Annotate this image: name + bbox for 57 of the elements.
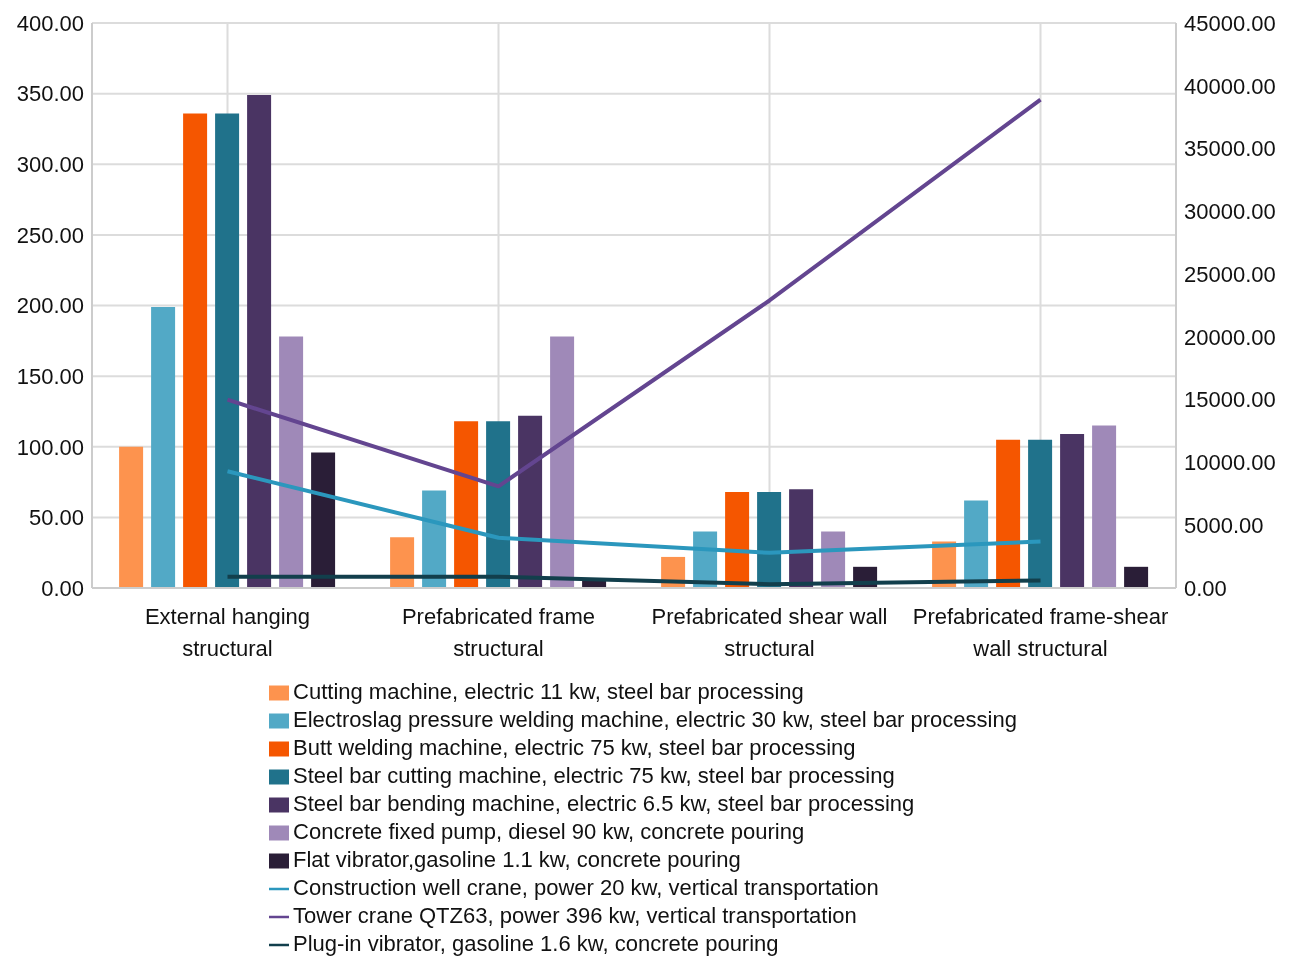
legend-label: Flat vibrator,gasoline 1.1 kw, concrete pouring [293, 847, 741, 872]
x-tick-label: Prefabricated shear wall structural [651, 604, 888, 661]
y2-tick-label: 35000.00 [1184, 136, 1276, 162]
y2-tick-label: 20000.00 [1184, 324, 1276, 350]
bar [789, 489, 814, 588]
bar [151, 306, 176, 588]
bar [279, 336, 304, 588]
bar [725, 491, 750, 588]
bar [390, 537, 415, 588]
legend-label: Cutting machine, electric 11 kw, steel bar processing [293, 679, 804, 704]
bar [550, 336, 575, 588]
y-tick-label: 150.00 [16, 363, 84, 389]
bar [454, 421, 479, 588]
legend-label: Concrete fixed pump, diesel 90 kw, concrete pouring [293, 819, 805, 844]
line-series [225, 97, 1043, 489]
bar [1060, 434, 1085, 588]
legend-label: Plug-in vibrator, gasoline 1.6 kw, concrete pouring [293, 931, 779, 956]
y-tick-label: 350.00 [16, 81, 84, 107]
bar [215, 113, 240, 588]
bar [1092, 425, 1117, 588]
y-tick-label: 400.00 [16, 10, 84, 36]
y2-tick-label: 15000.00 [1184, 387, 1276, 413]
bar [518, 415, 543, 588]
bar [757, 491, 782, 588]
y2-tick-label: 0.00 [1184, 575, 1227, 601]
y-tick-label: 300.00 [16, 152, 84, 178]
y2-tick-label: 30000.00 [1184, 199, 1276, 225]
legend-label: Steel bar cutting machine, electric 75 kw, steel bar processing [293, 763, 895, 788]
bar [247, 95, 272, 588]
y2-tick-label: 45000.00 [1184, 10, 1276, 36]
bar [119, 446, 144, 588]
legend-label: Construction well crane, power 20 kw, vertical transportation [293, 875, 879, 900]
y-tick-label: 50.00 [28, 505, 84, 531]
y2-tick-label: 25000.00 [1184, 261, 1276, 287]
x-tick-label: External hanging structural [144, 604, 311, 661]
y-tick-label: 100.00 [16, 434, 84, 460]
legend-label: Electroslag pressure welding machine, electric 30 kw, steel bar processing [293, 707, 1017, 732]
legend-label: Tower crane QTZ63, power 396 kw, vertical transportation [293, 903, 857, 928]
x-tick-label: Prefabricated frame-shear wall structural [912, 604, 1169, 661]
y2-tick-label: 10000.00 [1184, 450, 1276, 476]
y2-tick-label: 40000.00 [1184, 73, 1276, 99]
line-series [225, 469, 1043, 555]
bar [964, 500, 989, 588]
bar [183, 113, 208, 588]
legend-label: Butt welding machine, electric 75 kw, steel bar processing [293, 735, 856, 760]
y-tick-label: 250.00 [16, 222, 84, 248]
legend-label: Steel bar bending machine, electric 6.5 kw, steel bar processing [293, 791, 915, 816]
bar [996, 439, 1021, 588]
x-tick-label: Prefabricated frame structural [401, 604, 596, 661]
bar [1028, 439, 1053, 588]
y2-tick-label: 5000.00 [1184, 513, 1264, 539]
y-tick-label: 200.00 [16, 293, 84, 319]
y-tick-label: 0.00 [41, 575, 84, 601]
bar [1124, 566, 1149, 588]
bar [422, 490, 447, 588]
bar [486, 421, 511, 588]
bar [311, 452, 336, 588]
